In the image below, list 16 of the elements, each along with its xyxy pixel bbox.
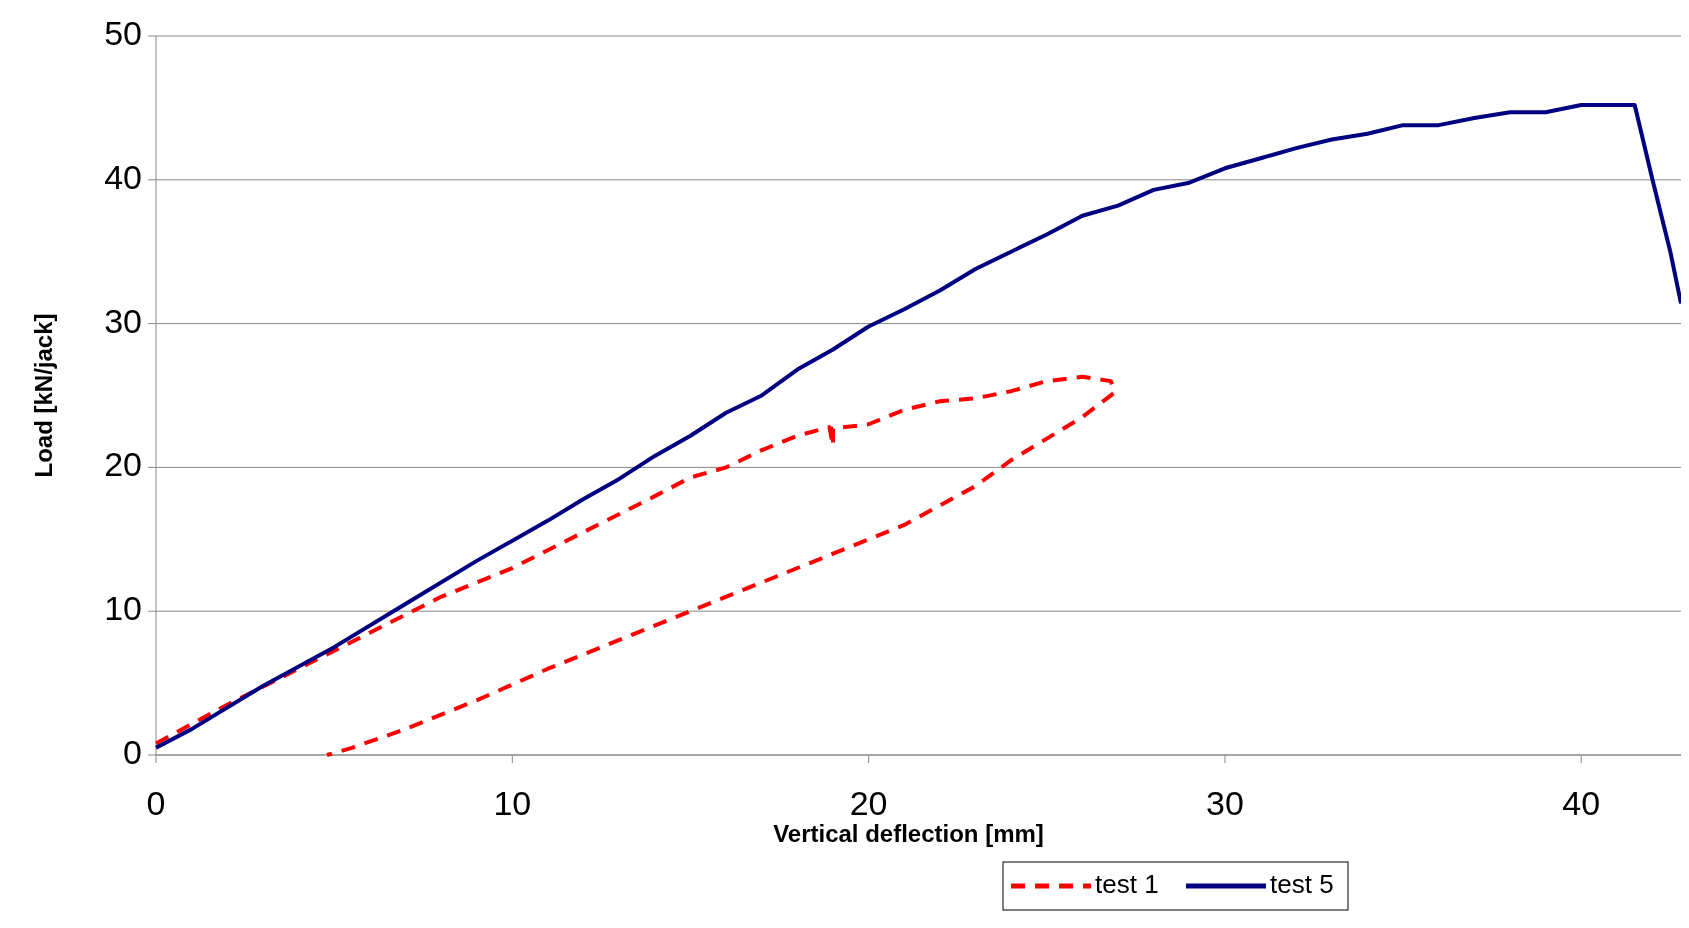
y-tick-label: 40: [104, 157, 142, 196]
x-tick-label: 30: [1206, 784, 1244, 822]
y-tick-label: 50: [104, 13, 142, 52]
y-tick-label: 0: [123, 732, 142, 771]
x-tick-label: 20: [849, 784, 888, 822]
y-tick-label: 20: [104, 445, 142, 484]
y-tick-label: 10: [104, 589, 142, 628]
y-tick-label: 30: [104, 301, 142, 340]
x-tick-label: 0: [146, 784, 166, 822]
legend-label: test 5: [1270, 868, 1334, 899]
x-tick-label: 10: [493, 784, 532, 822]
line-series: [154, 374, 1117, 757]
legend-label: test 1: [1095, 868, 1159, 899]
y-axis-title: Load [kN/jack]: [30, 313, 57, 478]
x-axis-title: Vertical deflection [mm]: [773, 820, 1044, 847]
x-tick-label: 40: [1562, 784, 1601, 822]
